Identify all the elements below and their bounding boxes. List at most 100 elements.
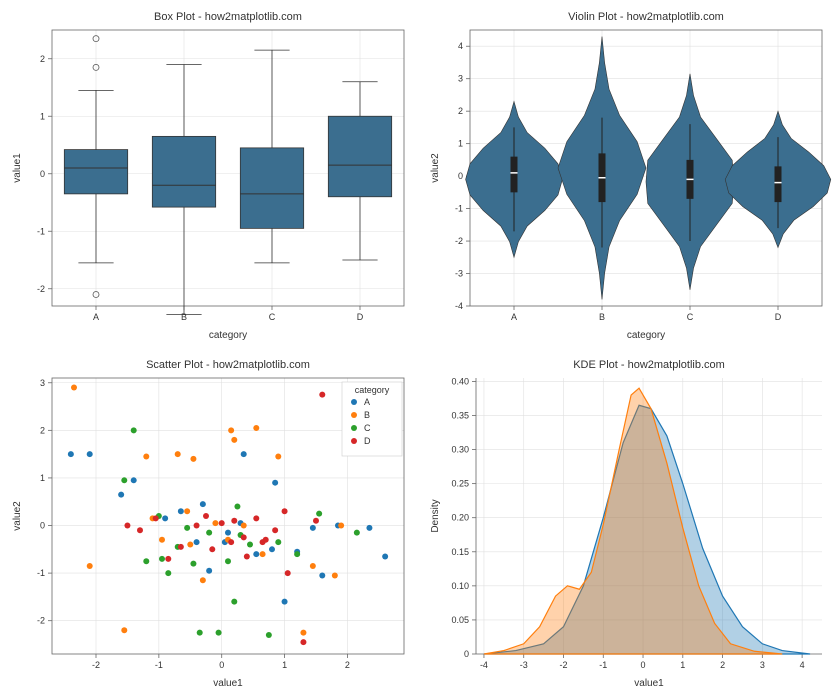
chart-title: Violin Plot - how2matplotlib.com: [568, 11, 724, 23]
scatter-point: [87, 563, 93, 569]
scatter-point: [206, 530, 212, 536]
ytick-label: 2: [40, 425, 45, 435]
violin-panel: ABCD-4-3-2-101234Violin Plot - how2matpl…: [426, 8, 832, 344]
scatter-point: [354, 530, 360, 536]
scatter-point: [272, 527, 278, 533]
scatter-point: [310, 525, 316, 531]
legend-item: A: [364, 397, 370, 407]
chart-title: KDE Plot - how2matplotlib.com: [573, 359, 725, 371]
scatter-point: [332, 572, 338, 578]
scatter-point: [190, 456, 196, 462]
ytick-label: 0.05: [451, 615, 469, 625]
kde-panel: -4-3-2-10123400.050.100.150.200.250.300.…: [426, 356, 832, 692]
scatter-point: [263, 537, 269, 543]
scatter-point: [244, 553, 250, 559]
ytick-label: 3: [40, 378, 45, 388]
scatter-point: [366, 525, 372, 531]
scatter-panel: -2-1012-2-10123Scatter Plot - how2matplo…: [8, 356, 414, 692]
scatter-point: [300, 630, 306, 636]
xtick-label: 0: [641, 660, 646, 670]
scatter-point: [310, 563, 316, 569]
scatter-point: [228, 539, 234, 545]
ytick-label: -1: [37, 568, 45, 578]
scatter-point: [159, 537, 165, 543]
ytick-label: 1: [40, 111, 45, 121]
scatter-point: [118, 492, 124, 498]
scatter-point: [203, 513, 209, 519]
scatter-point: [225, 558, 231, 564]
scatter-point: [87, 451, 93, 457]
ytick-label: 1: [40, 473, 45, 483]
scatter-point: [206, 568, 212, 574]
scatter-point: [153, 515, 159, 521]
scatter-point: [131, 427, 137, 433]
scatter-point: [285, 570, 291, 576]
scatter-point: [131, 477, 137, 483]
xlabel: value1: [213, 678, 243, 689]
box: [240, 148, 303, 229]
ytick-label: 0: [464, 649, 469, 659]
scatter-point: [275, 539, 281, 545]
scatter-point: [200, 577, 206, 583]
ytick-label: 0.20: [451, 513, 469, 523]
ytick-label: -3: [455, 269, 463, 279]
xlabel: category: [627, 330, 665, 341]
ytick-label: -2: [37, 284, 45, 294]
scatter-point: [219, 520, 225, 526]
scatter-point: [68, 451, 74, 457]
scatter-point: [209, 546, 215, 552]
xtick-label: D: [357, 312, 364, 322]
xtick-label: A: [511, 312, 517, 322]
xtick-label: A: [93, 312, 99, 322]
scatter-point: [159, 556, 165, 562]
scatter-point: [194, 539, 200, 545]
box: [328, 116, 391, 197]
ytick-label: -1: [37, 226, 45, 236]
scatter-point: [71, 385, 77, 391]
scatter-point: [319, 572, 325, 578]
ylabel: value1: [12, 153, 23, 183]
scatter-point: [225, 530, 231, 536]
ytick-label: 0.35: [451, 410, 469, 420]
ytick-label: 4: [458, 41, 463, 51]
scatter-point: [178, 508, 184, 514]
xtick-label: -2: [559, 660, 567, 670]
scatter-point: [124, 523, 130, 529]
scatter-point: [121, 627, 127, 633]
scatter-point: [216, 630, 222, 636]
ytick-label: 1: [458, 139, 463, 149]
scatter-point: [319, 392, 325, 398]
scatter-point: [253, 425, 259, 431]
legend-title: category: [355, 385, 390, 395]
scatter-point: [241, 451, 247, 457]
xtick-label: 4: [800, 660, 805, 670]
ytick-label: 3: [458, 74, 463, 84]
scatter-point: [231, 518, 237, 524]
scatter-point: [272, 480, 278, 486]
ytick-label: 2: [40, 54, 45, 64]
scatter-point: [194, 523, 200, 529]
chart-title: Scatter Plot - how2matplotlib.com: [146, 359, 310, 371]
xlabel: category: [209, 330, 247, 341]
scatter-point: [294, 551, 300, 557]
scatter-point: [137, 527, 143, 533]
scatter-point: [253, 515, 259, 521]
ylabel: value2: [430, 153, 441, 183]
scatter-point: [241, 534, 247, 540]
xtick-label: C: [687, 312, 694, 322]
scatter-point: [269, 546, 275, 552]
boxplot-panel: ABCD-2-1012Box Plot - how2matplotlib.com…: [8, 8, 414, 344]
box: [64, 150, 127, 194]
scatter-point: [241, 523, 247, 529]
scatter-point: [184, 525, 190, 531]
ytick-label: 0.30: [451, 445, 469, 455]
scatter-point: [121, 477, 127, 483]
xtick-label: 0: [219, 660, 224, 670]
ytick-label: 0.25: [451, 479, 469, 489]
chart-title: Box Plot - how2matplotlib.com: [154, 11, 302, 23]
scatter-point: [190, 561, 196, 567]
xlabel: value1: [634, 678, 664, 689]
ytick-label: -1: [455, 204, 463, 214]
xtick-label: B: [599, 312, 605, 322]
scatter-point: [165, 570, 171, 576]
